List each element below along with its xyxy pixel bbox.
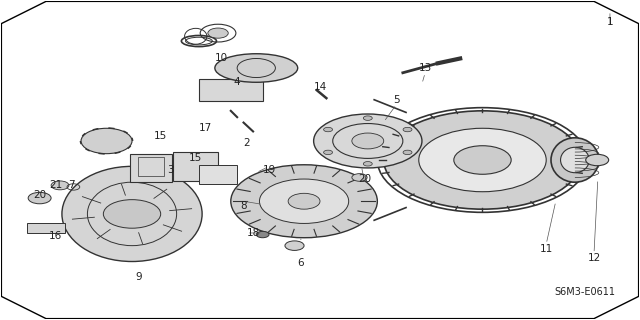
- Ellipse shape: [551, 138, 599, 182]
- Circle shape: [352, 133, 384, 149]
- Text: 20: 20: [358, 174, 371, 184]
- Ellipse shape: [561, 147, 589, 173]
- Text: 16: 16: [49, 231, 62, 241]
- Text: 7: 7: [68, 180, 75, 190]
- Text: 8: 8: [240, 201, 247, 211]
- Circle shape: [364, 162, 372, 166]
- Text: 2: 2: [243, 138, 250, 148]
- Text: 18: 18: [246, 228, 260, 238]
- Text: 1: 1: [607, 17, 613, 27]
- Text: 17: 17: [198, 123, 212, 133]
- Circle shape: [81, 128, 132, 154]
- Circle shape: [403, 150, 412, 155]
- Text: 6: 6: [298, 258, 304, 268]
- Text: 13: 13: [419, 63, 432, 73]
- FancyBboxPatch shape: [199, 79, 262, 101]
- Circle shape: [28, 192, 51, 204]
- Text: 4: 4: [234, 77, 241, 87]
- Text: 14: 14: [314, 82, 326, 92]
- Circle shape: [231, 165, 378, 238]
- Circle shape: [285, 241, 304, 251]
- Text: 15: 15: [189, 153, 202, 164]
- Text: 10: 10: [214, 53, 228, 63]
- FancyBboxPatch shape: [131, 154, 172, 182]
- Polygon shape: [27, 223, 65, 233]
- Text: 3: 3: [167, 164, 173, 174]
- Text: 12: 12: [588, 253, 600, 263]
- Text: 21: 21: [49, 180, 62, 190]
- Circle shape: [352, 174, 367, 181]
- Circle shape: [314, 114, 422, 168]
- Circle shape: [259, 179, 349, 223]
- FancyBboxPatch shape: [173, 152, 218, 180]
- Circle shape: [403, 127, 412, 132]
- Text: 9: 9: [135, 272, 141, 282]
- Circle shape: [256, 231, 269, 238]
- Circle shape: [419, 128, 546, 192]
- Text: 19: 19: [262, 164, 276, 174]
- FancyBboxPatch shape: [199, 165, 237, 184]
- Text: S6M3-E0611: S6M3-E0611: [554, 287, 615, 297]
- Text: 11: 11: [540, 244, 553, 254]
- Text: 20: 20: [33, 190, 46, 200]
- Text: 15: 15: [154, 131, 167, 141]
- Circle shape: [208, 28, 228, 38]
- Circle shape: [364, 116, 372, 120]
- Ellipse shape: [62, 166, 202, 261]
- Circle shape: [454, 146, 511, 174]
- Circle shape: [324, 150, 333, 155]
- Circle shape: [324, 127, 333, 132]
- Circle shape: [288, 193, 320, 209]
- Circle shape: [51, 181, 69, 190]
- Text: 5: 5: [393, 95, 400, 105]
- Ellipse shape: [215, 54, 298, 82]
- Circle shape: [586, 154, 609, 166]
- Circle shape: [384, 111, 581, 209]
- Circle shape: [103, 200, 161, 228]
